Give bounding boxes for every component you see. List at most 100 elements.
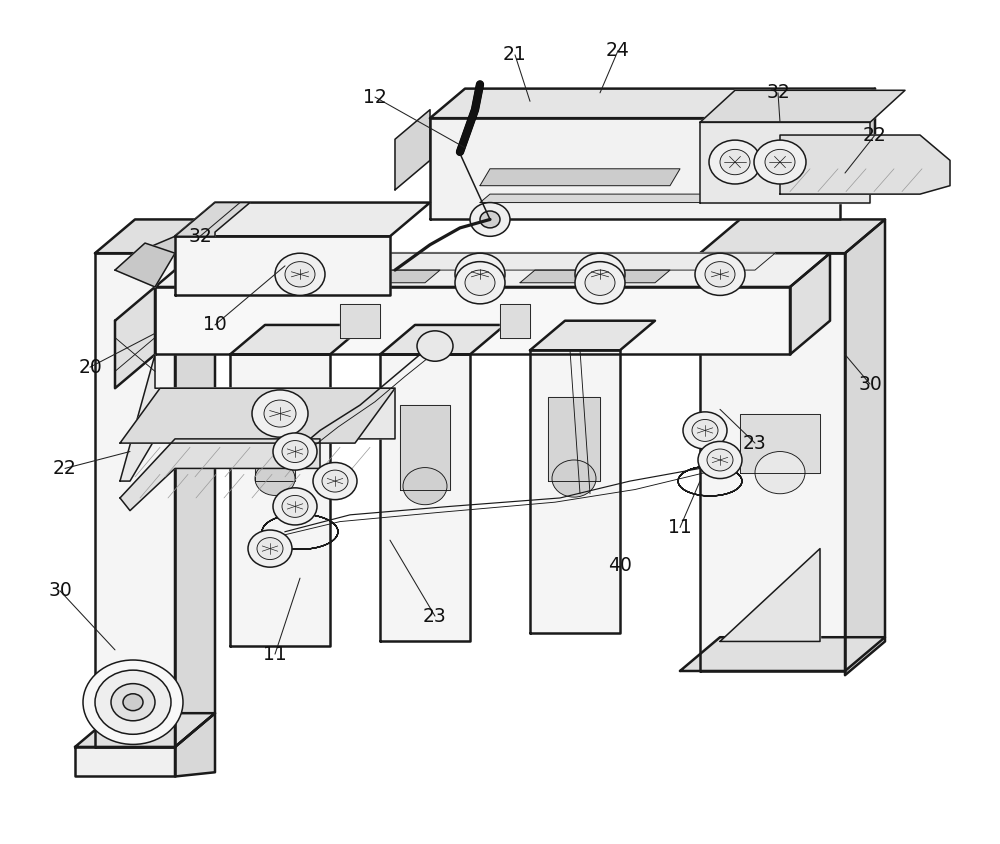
Circle shape — [575, 253, 625, 295]
Circle shape — [755, 452, 805, 494]
Polygon shape — [175, 219, 215, 747]
Circle shape — [470, 203, 510, 236]
Polygon shape — [780, 135, 950, 194]
Text: 22: 22 — [863, 126, 887, 144]
Circle shape — [709, 140, 761, 184]
Text: 11: 11 — [263, 645, 287, 663]
Polygon shape — [400, 405, 450, 490]
Circle shape — [552, 460, 596, 497]
Text: 21: 21 — [503, 46, 527, 64]
Text: 24: 24 — [606, 41, 630, 60]
Text: 11: 11 — [668, 518, 692, 537]
Circle shape — [264, 400, 296, 427]
Circle shape — [720, 149, 750, 175]
Polygon shape — [175, 203, 250, 236]
Circle shape — [257, 538, 283, 560]
Circle shape — [417, 331, 453, 361]
Polygon shape — [720, 549, 820, 641]
Circle shape — [252, 390, 308, 437]
Circle shape — [455, 253, 505, 295]
Circle shape — [585, 270, 615, 295]
Circle shape — [465, 270, 495, 295]
Polygon shape — [500, 304, 530, 338]
Polygon shape — [845, 219, 885, 675]
Polygon shape — [740, 414, 820, 473]
Circle shape — [285, 262, 315, 287]
Circle shape — [695, 253, 745, 295]
Text: 32: 32 — [766, 84, 790, 102]
Polygon shape — [840, 89, 875, 181]
Circle shape — [83, 660, 183, 744]
Polygon shape — [520, 270, 670, 283]
Polygon shape — [230, 354, 330, 646]
Circle shape — [585, 262, 615, 287]
Circle shape — [123, 694, 143, 711]
Text: 20: 20 — [78, 358, 102, 376]
Circle shape — [403, 468, 447, 505]
Text: 10: 10 — [203, 316, 227, 334]
Circle shape — [313, 463, 357, 500]
Text: 40: 40 — [608, 556, 632, 575]
Polygon shape — [255, 405, 295, 481]
Circle shape — [754, 140, 806, 184]
Polygon shape — [530, 350, 620, 633]
Circle shape — [455, 262, 505, 304]
Polygon shape — [175, 236, 390, 295]
Polygon shape — [480, 194, 780, 203]
Polygon shape — [230, 325, 365, 354]
Circle shape — [575, 262, 625, 304]
Text: 23: 23 — [743, 434, 767, 452]
Circle shape — [275, 253, 325, 295]
Circle shape — [248, 530, 292, 567]
Polygon shape — [195, 253, 775, 270]
Circle shape — [692, 419, 718, 441]
Polygon shape — [175, 203, 430, 236]
Polygon shape — [700, 253, 845, 671]
Circle shape — [698, 441, 742, 479]
Polygon shape — [790, 253, 830, 354]
Polygon shape — [95, 253, 175, 747]
Circle shape — [95, 670, 171, 734]
Circle shape — [465, 262, 495, 287]
Polygon shape — [155, 253, 830, 287]
Polygon shape — [120, 354, 395, 481]
Polygon shape — [530, 321, 655, 350]
Polygon shape — [700, 219, 885, 253]
Polygon shape — [75, 747, 175, 776]
Polygon shape — [115, 243, 175, 287]
Polygon shape — [95, 219, 215, 253]
Circle shape — [111, 684, 155, 721]
Text: 22: 22 — [53, 459, 77, 478]
Polygon shape — [395, 110, 430, 190]
Polygon shape — [680, 637, 885, 671]
Text: 30: 30 — [48, 582, 72, 600]
Polygon shape — [340, 304, 380, 338]
Polygon shape — [548, 397, 600, 481]
Circle shape — [707, 449, 733, 471]
Circle shape — [282, 441, 308, 463]
Text: 32: 32 — [188, 227, 212, 246]
Polygon shape — [380, 325, 505, 354]
Polygon shape — [75, 713, 215, 747]
Polygon shape — [380, 354, 470, 641]
Circle shape — [282, 495, 308, 517]
Polygon shape — [175, 713, 215, 776]
Circle shape — [322, 470, 348, 492]
Polygon shape — [120, 388, 395, 443]
Circle shape — [255, 462, 295, 495]
Circle shape — [705, 262, 735, 287]
Polygon shape — [115, 287, 155, 388]
Polygon shape — [430, 118, 840, 219]
Polygon shape — [700, 122, 870, 203]
Polygon shape — [700, 90, 905, 122]
Circle shape — [273, 488, 317, 525]
Polygon shape — [135, 219, 215, 253]
Text: 12: 12 — [363, 88, 387, 106]
Text: 30: 30 — [858, 375, 882, 393]
Polygon shape — [480, 169, 680, 186]
Polygon shape — [155, 287, 790, 354]
Circle shape — [683, 412, 727, 449]
Text: 23: 23 — [423, 607, 447, 625]
Circle shape — [480, 211, 500, 228]
Polygon shape — [430, 89, 875, 118]
